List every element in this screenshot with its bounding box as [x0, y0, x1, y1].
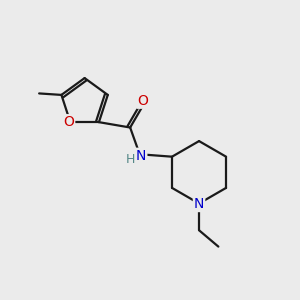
Text: O: O — [137, 94, 148, 108]
Text: O: O — [63, 115, 74, 129]
Text: H: H — [126, 153, 135, 166]
Text: N: N — [194, 197, 204, 211]
Text: N: N — [136, 149, 146, 163]
